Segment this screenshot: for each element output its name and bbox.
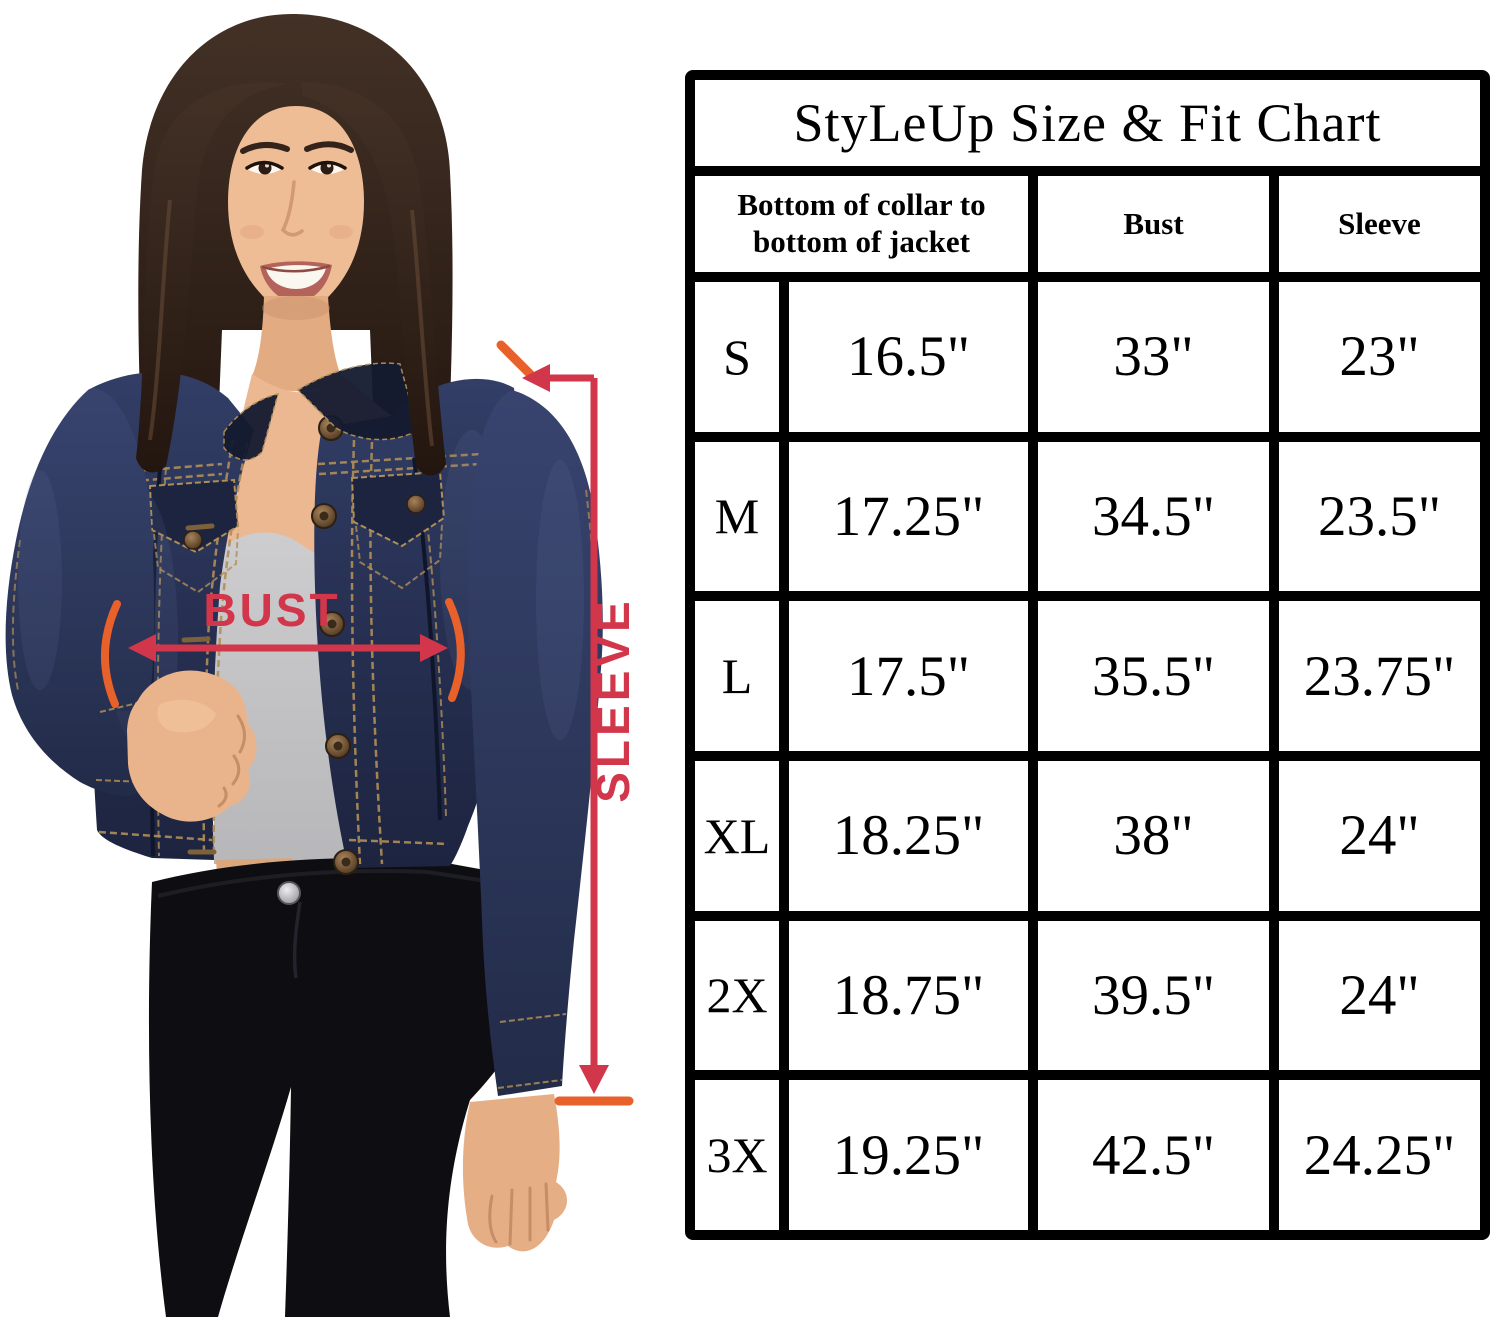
buttonholes <box>181 523 217 855</box>
bust-value-3x: 42.5" <box>1038 1080 1269 1230</box>
header-sleeve: Sleeve <box>1279 176 1480 272</box>
bust-left-bracket <box>101 600 121 708</box>
sleeve-annotation: SLEEVE <box>496 340 639 1106</box>
bust-value-m: 34.5" <box>1038 441 1269 592</box>
header-bust: Bust <box>1038 176 1269 272</box>
sleeve-value-xl: 24" <box>1279 761 1480 911</box>
size-label-s: S <box>695 282 779 432</box>
bust-annotation: BUST <box>101 584 465 708</box>
size-chart-table: StyLeUp Size & Fit Chart Bottom of colla… <box>685 70 1490 1240</box>
table-title: StyLeUp Size & Fit Chart <box>695 80 1480 166</box>
hair-front <box>136 82 446 476</box>
pants <box>148 858 562 1317</box>
left-pocket <box>153 529 239 594</box>
jacket-collar <box>223 362 419 461</box>
collar-value-xl: 18.25" <box>789 761 1028 911</box>
left-pocket-flap <box>148 478 240 554</box>
sleeve-value-3x: 24.25" <box>1279 1080 1480 1230</box>
model-photo: BUST SLEEVE <box>0 0 680 1317</box>
left-eyebrow <box>240 142 290 154</box>
bust-value-xl: 38" <box>1038 761 1269 911</box>
sleeve-arrow-left-head <box>522 364 550 392</box>
neck <box>252 296 342 392</box>
size-label-3x: 3X <box>695 1080 779 1230</box>
size-label-xl: XL <box>695 761 779 911</box>
collar-value-l: 17.5" <box>789 601 1028 751</box>
right-pocket <box>355 523 443 590</box>
sleeve-value-2x: 24" <box>1279 920 1480 1071</box>
bust-value-s: 33" <box>1038 282 1269 432</box>
collar-value-s: 16.5" <box>789 282 1028 432</box>
nose <box>280 180 304 237</box>
right-eyebrow <box>304 141 354 153</box>
bust-right-bracket <box>445 598 465 702</box>
sleeve-value-l: 23.75" <box>1279 601 1480 751</box>
size-label-m: M <box>695 441 779 592</box>
right-pocket-button <box>406 494 426 514</box>
right-sleeve <box>467 390 603 1096</box>
sleeve-arrow-down-head <box>579 1065 609 1094</box>
sleeve-value-s: 23" <box>1279 282 1480 432</box>
left-sleeve <box>5 388 155 796</box>
bust-arrow-right-head <box>420 634 448 662</box>
pants-fly-seam <box>292 901 302 979</box>
left-pocket-button <box>183 530 203 550</box>
header-collar-length: Bottom of collar to bottom of jacket <box>695 176 1028 272</box>
size-label-2x: 2X <box>695 920 779 1071</box>
sleeve-label: SLEEVE <box>587 597 639 803</box>
front-buttons <box>311 415 359 875</box>
bust-label: BUST <box>203 584 340 636</box>
pants-button <box>277 881 301 905</box>
collar-value-3x: 19.25" <box>789 1080 1028 1230</box>
collar-value-m: 17.25" <box>789 441 1028 592</box>
sleeve-value-m: 23.5" <box>1279 441 1480 592</box>
face <box>228 106 364 320</box>
left-hand-fist <box>127 670 257 822</box>
bust-value-l: 35.5" <box>1038 601 1269 751</box>
model-photo-panel: BUST SLEEVE <box>0 0 680 1317</box>
bust-value-2x: 39.5" <box>1038 920 1269 1071</box>
right-hand <box>462 1094 568 1252</box>
sleeve-shoulder-tick <box>496 340 537 381</box>
collar-value-2x: 18.75" <box>789 920 1028 1071</box>
bust-arrow-left-head <box>128 634 156 662</box>
size-label-l: L <box>695 601 779 751</box>
